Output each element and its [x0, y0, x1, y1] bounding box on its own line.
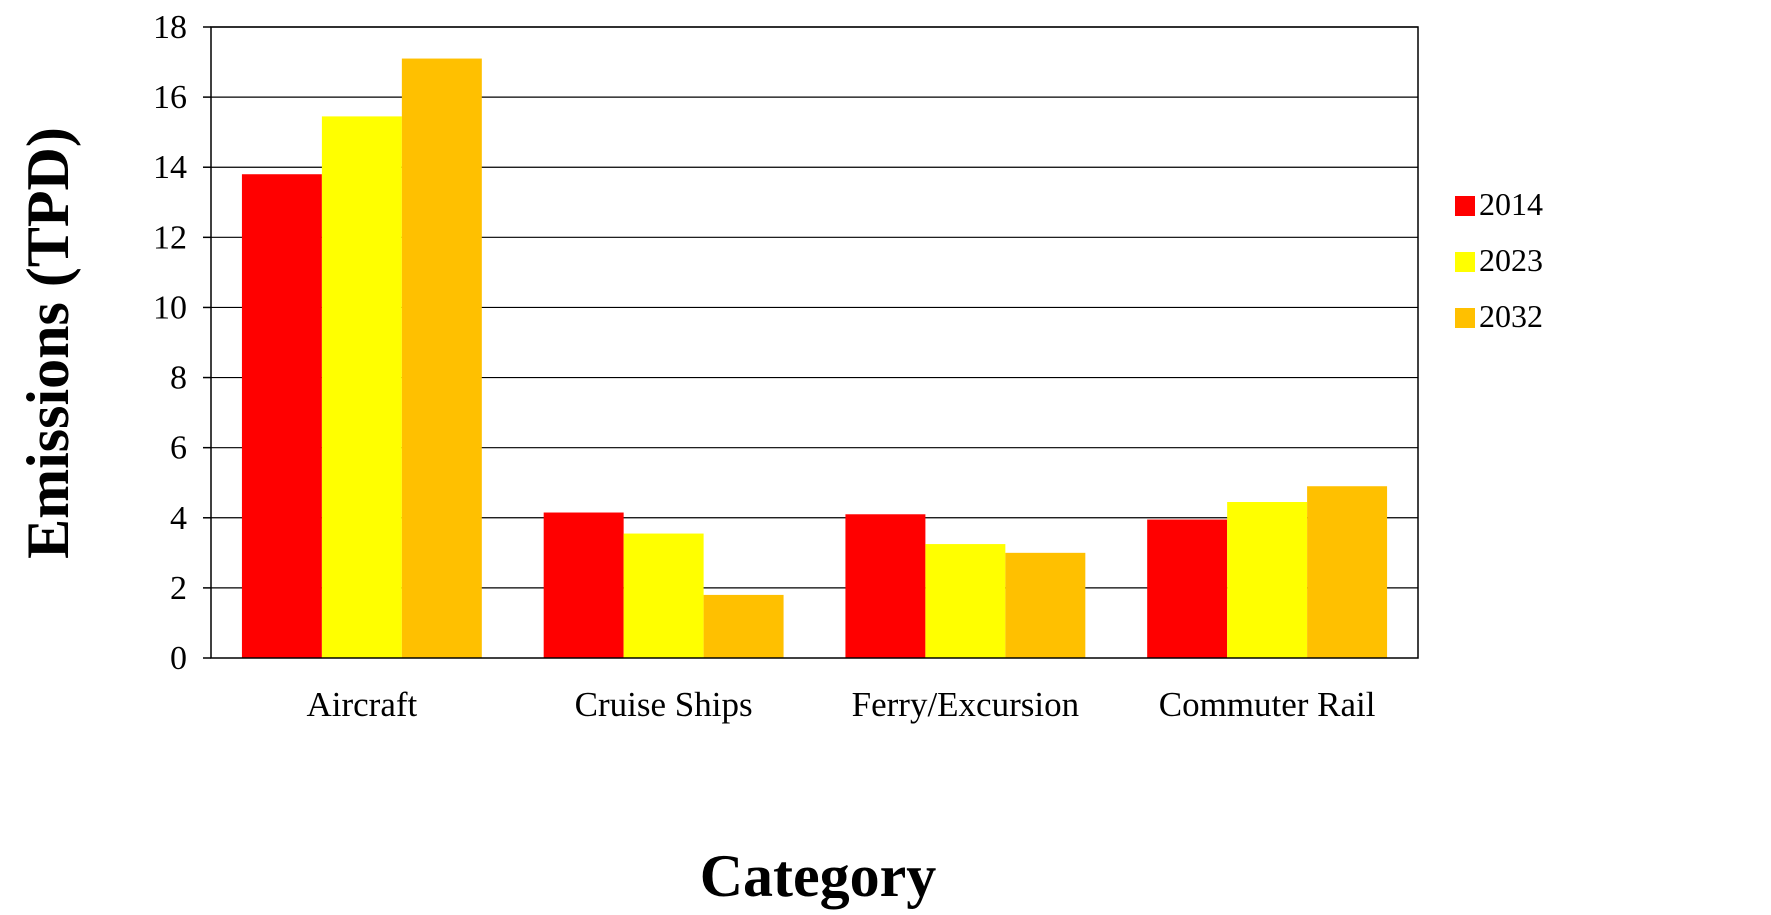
axes: 0 2 4 6 8 10 12 14 16 18 Aircraft Cruise Ships Ferry… — [153, 9, 1419, 724]
legend-swatch-2032 — [1455, 308, 1475, 328]
y-tick-label: 12 — [153, 219, 187, 256]
legend-label-2023: 2023 — [1479, 242, 1543, 278]
y-tick-label: 14 — [153, 149, 187, 186]
y-tick-label: 4 — [170, 500, 187, 537]
bar-2032 — [1005, 552, 1086, 658]
legend-label-2032: 2032 — [1479, 298, 1543, 334]
bar-2023 — [925, 544, 1006, 658]
bar-2023 — [1227, 502, 1308, 658]
plot-frame — [210, 26, 1419, 659]
x-axis-title: Category — [700, 843, 937, 909]
x-category-label: Commuter Rail — [1159, 685, 1376, 724]
x-category-label: Cruise Ships — [575, 685, 753, 724]
bar-2023 — [623, 533, 704, 658]
bar-2032 — [1307, 486, 1388, 658]
bar-2023 — [321, 116, 402, 659]
x-category-label: Aircraft — [306, 685, 417, 724]
bar-2014 — [845, 514, 926, 658]
y-tick-label: 6 — [170, 430, 187, 467]
bar-2032 — [703, 594, 784, 658]
y-tick-label: 2 — [170, 570, 187, 607]
y-tick-label: 0 — [170, 640, 187, 677]
y-tick-label: 16 — [153, 79, 187, 116]
bar-2014 — [543, 512, 624, 658]
y-tick-label: 18 — [153, 9, 187, 46]
y-tick-label: 8 — [170, 360, 187, 397]
bar-2014 — [1147, 519, 1228, 658]
legend-label-2014: 2014 — [1479, 186, 1543, 222]
bar-2014 — [241, 174, 322, 658]
legend-swatch-2023 — [1455, 252, 1475, 272]
y-axis-title: Emissions (TPD) — [15, 127, 81, 559]
y-tick-label: 10 — [153, 289, 187, 326]
bars — [241, 58, 1388, 659]
legend-swatch-2014 — [1455, 196, 1475, 216]
legend: 2014 2023 2032 — [1455, 186, 1543, 334]
x-category-label: Ferry/Excursion — [852, 685, 1079, 724]
bar-2032 — [401, 58, 482, 659]
